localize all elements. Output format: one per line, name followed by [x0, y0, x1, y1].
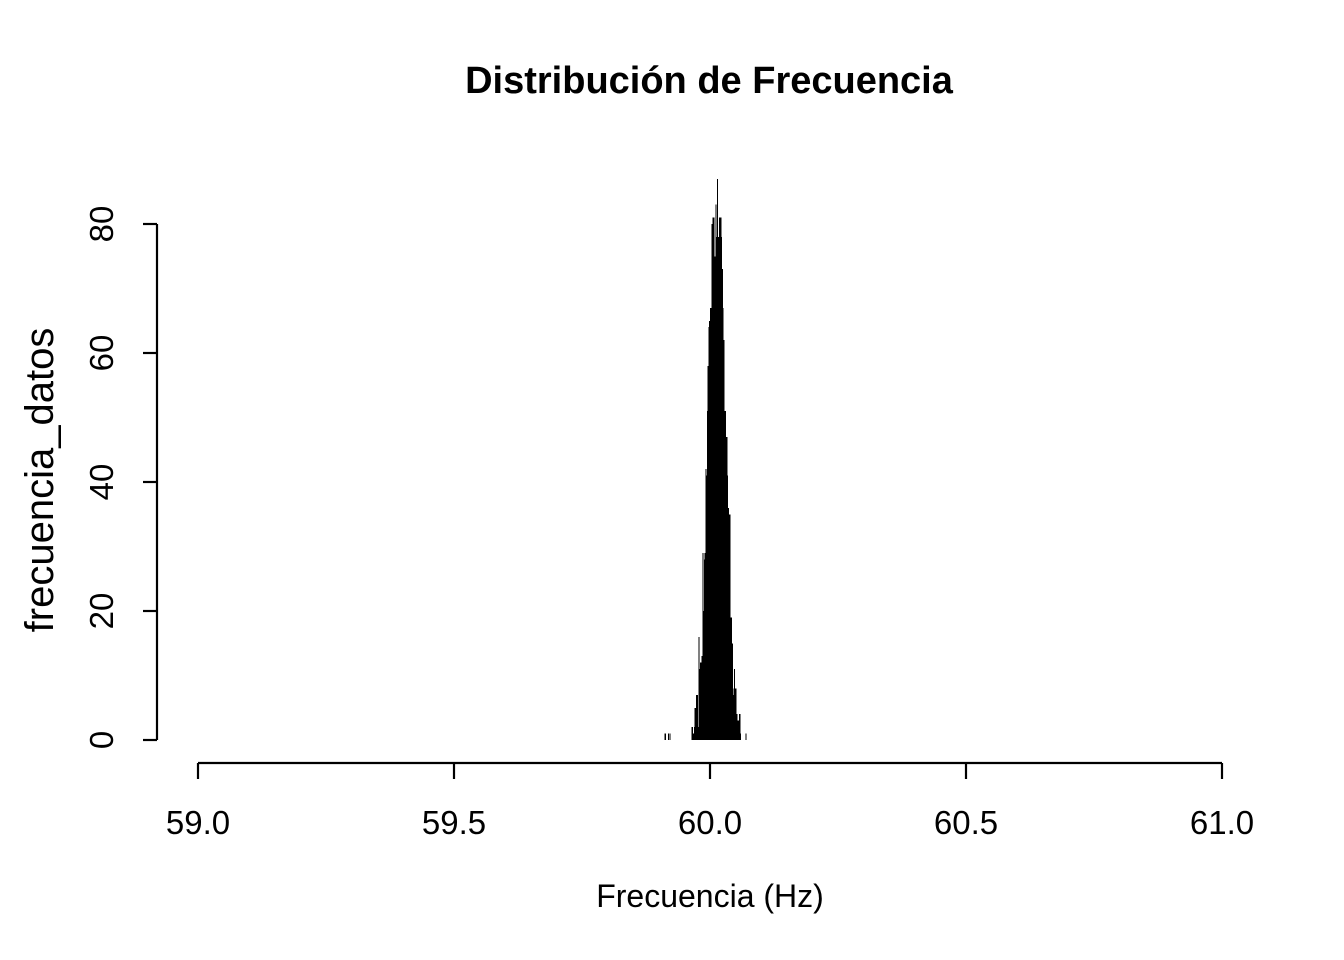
svg-text:frecuencia_datos: frecuencia_datos [18, 328, 62, 633]
svg-text:61.0: 61.0 [1190, 804, 1254, 841]
svg-text:60.5: 60.5 [934, 804, 998, 841]
svg-text:Distribución de Frecuencia: Distribución de Frecuencia [465, 60, 954, 102]
svg-text:80: 80 [83, 206, 120, 243]
svg-text:40: 40 [83, 464, 120, 501]
svg-text:59.5: 59.5 [422, 804, 486, 841]
svg-text:Frecuencia (Hz): Frecuencia (Hz) [596, 878, 824, 914]
svg-text:59.0: 59.0 [166, 804, 230, 841]
svg-text:60: 60 [83, 335, 120, 372]
svg-text:20: 20 [83, 593, 120, 630]
svg-text:0: 0 [83, 731, 120, 749]
svg-text:60.0: 60.0 [678, 804, 742, 841]
